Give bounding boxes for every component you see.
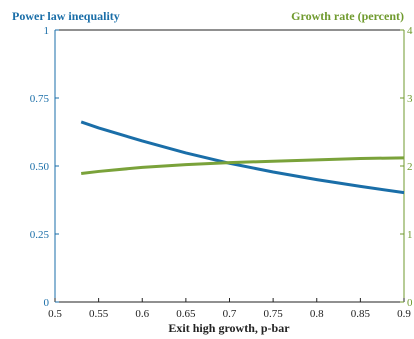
x-tick-label: 0.5 xyxy=(48,308,62,320)
left-tick-label: 0.75 xyxy=(30,93,50,105)
right-tick-label: 0 xyxy=(407,297,413,309)
x-tick-label: 0.8 xyxy=(310,308,324,320)
left-tick-label: 0.50 xyxy=(30,161,50,173)
x-tick-label: 0.7 xyxy=(223,308,237,320)
growth-rate-line xyxy=(81,156,405,175)
left-axis-title: Power law inequality xyxy=(12,9,120,23)
right-ticks: 0 1 2 3 4 xyxy=(400,25,413,309)
x-tick-label: 0.55 xyxy=(89,308,109,320)
left-tick-label: 0.25 xyxy=(30,229,50,241)
right-tick-label: 1 xyxy=(407,229,413,241)
right-tick-label: 3 xyxy=(407,93,413,105)
left-tick-label: 1 xyxy=(44,25,50,37)
x-ticks: 0.5 0.55 0.6 0.65 0.7 0.75 0.8 0.85 0.9 xyxy=(48,298,411,320)
x-tick-label: 0.9 xyxy=(397,308,411,320)
x-tick-label: 0.6 xyxy=(135,308,149,320)
x-tick-label: 0.75 xyxy=(264,308,284,320)
right-axis-title: Growth rate (percent) xyxy=(291,9,404,23)
plot-frame xyxy=(54,29,405,303)
series-group xyxy=(80,120,405,195)
right-tick-label: 4 xyxy=(407,25,413,37)
left-tick-label: 0 xyxy=(44,297,50,309)
left-ticks: 0 0.25 0.50 0.75 1 xyxy=(30,25,59,309)
right-tick-label: 2 xyxy=(407,161,413,173)
x-tick-label: 0.85 xyxy=(351,308,371,320)
x-tick-label: 0.65 xyxy=(176,308,196,320)
x-axis-label: Exit high growth, p-bar xyxy=(168,321,290,335)
